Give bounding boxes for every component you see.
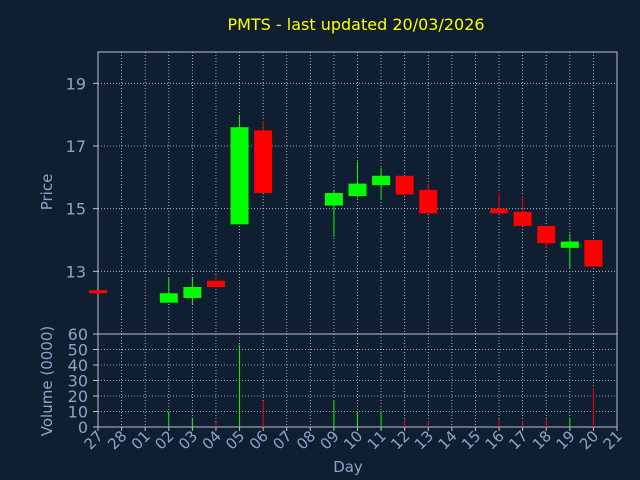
candle-up (230, 127, 249, 225)
volume-axis-label: Volume (0000) (38, 326, 56, 436)
x-tick-label: 11 (364, 427, 390, 453)
x-tick-label: 02 (151, 427, 177, 453)
candle-down (490, 208, 509, 214)
price-tick-label: 13 (66, 262, 86, 281)
x-tick-label: 10 (340, 427, 366, 453)
x-tick-label: 18 (529, 427, 555, 453)
candle-down (395, 175, 414, 195)
x-tick-label: 06 (246, 427, 272, 453)
x-tick-label: 05 (222, 427, 248, 453)
volume-tick-label: 40 (68, 356, 88, 375)
x-tick-label: 16 (482, 427, 508, 453)
volume-tick-label: 10 (68, 403, 88, 422)
x-tick-label: 07 (269, 427, 295, 453)
x-axis: 2728010203040506070809101112131415161718… (81, 427, 626, 453)
x-tick-label: 17 (505, 427, 531, 453)
volume-tick-label: 30 (68, 372, 88, 391)
volume-tick-label: 0 (78, 418, 88, 437)
x-tick-label: 15 (458, 427, 484, 453)
candle-down (419, 189, 438, 214)
candle-down (584, 240, 603, 267)
candle-down (89, 290, 107, 294)
price-axis-label: Price (38, 174, 56, 211)
candle-up (372, 175, 391, 186)
candle-up (183, 287, 202, 298)
x-tick-label: 20 (576, 427, 602, 453)
candle-up (324, 193, 343, 206)
price-tick-label: 17 (66, 137, 86, 156)
x-tick-label: 14 (434, 427, 460, 453)
x-tick-label: 21 (600, 427, 626, 453)
x-axis-label: Day (333, 458, 363, 476)
candle-down (513, 211, 532, 226)
candle-up (159, 293, 178, 303)
x-tick-label: 01 (128, 427, 154, 453)
x-tick-label: 09 (317, 427, 343, 453)
x-tick-label: 28 (104, 427, 130, 453)
candle-up (560, 241, 579, 248)
candle-down (537, 225, 556, 244)
volume-tick-label: 50 (68, 341, 88, 360)
x-tick-label: 12 (387, 427, 413, 453)
price-tick-label: 19 (66, 74, 86, 93)
volume-tick-label: 60 (68, 325, 88, 344)
candle-down (206, 280, 225, 287)
x-tick-label: 04 (199, 427, 225, 453)
chart-title: PMTS - last updated 20/03/2026 (227, 15, 484, 34)
x-tick-label: 03 (175, 427, 201, 453)
price-panel: 13 15 17 19 (66, 51, 618, 335)
x-tick-label: 08 (293, 427, 319, 453)
x-tick-label: 13 (411, 427, 437, 453)
candle-down (254, 130, 273, 193)
candle-up (348, 183, 367, 197)
x-tick-label: 19 (552, 427, 578, 453)
price-tick-label: 15 (66, 200, 86, 219)
volume-tick-label: 20 (68, 387, 88, 406)
